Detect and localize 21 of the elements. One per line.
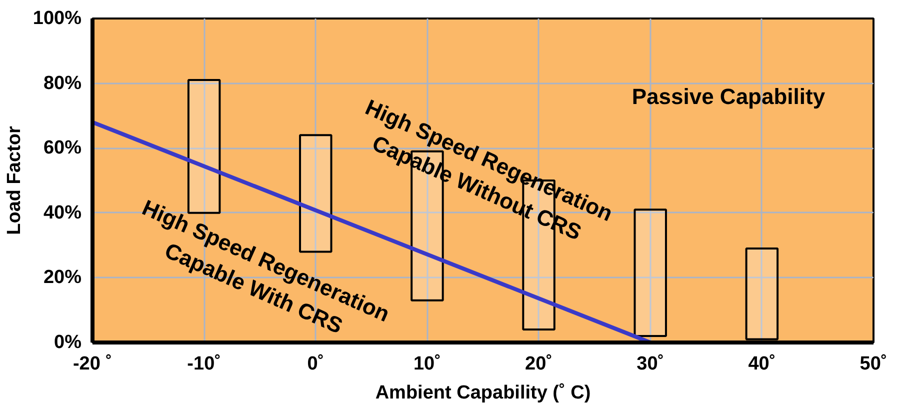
x-axis-title: Ambient Capability (˚ C)	[375, 382, 591, 404]
bar	[634, 208, 667, 338]
y-axis-title: Load Factor	[4, 126, 25, 235]
x-tick-label: 10˚	[413, 354, 441, 374]
y-tick-label: 20%	[43, 267, 82, 288]
annotation: Passive Capability	[632, 84, 826, 109]
bar	[745, 248, 779, 340]
y-tick-label: 100%	[32, 8, 82, 29]
x-tick-label: -10˚	[187, 354, 221, 374]
x-tick-label: 0˚	[307, 354, 324, 374]
y-tick-label: 0%	[54, 332, 82, 353]
y-tick-label: 80%	[43, 72, 82, 94]
x-tick-label: 30˚	[636, 354, 664, 374]
bar	[187, 79, 221, 214]
x-tick-label: 20˚	[525, 354, 553, 374]
y-tick-label: 60%	[43, 138, 82, 159]
x-tick-label: 50˚	[860, 354, 888, 374]
x-tick-label: 40˚	[748, 354, 776, 374]
y-tick-label: 40%	[43, 202, 82, 224]
bar	[299, 134, 332, 253]
x-tick-label: -20 ˚	[72, 354, 112, 374]
